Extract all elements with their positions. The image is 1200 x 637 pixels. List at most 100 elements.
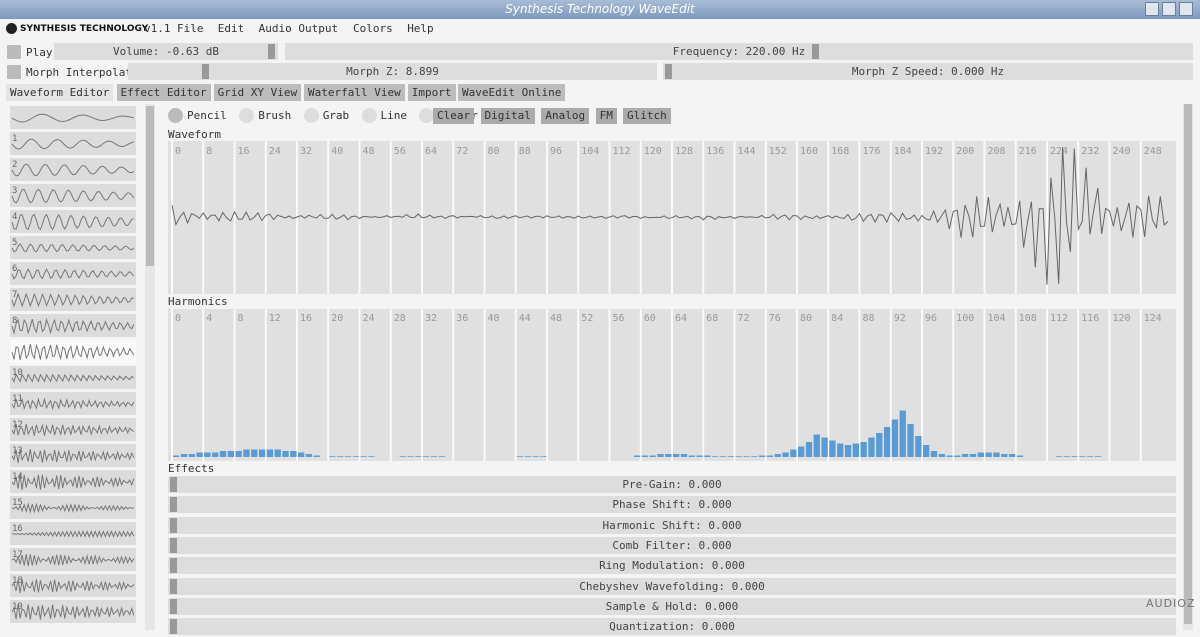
harmonic-bar[interactable] bbox=[868, 437, 875, 458]
harmonic-bar[interactable] bbox=[852, 443, 859, 458]
scrollbar-thumb[interactable] bbox=[1184, 104, 1192, 624]
harmonic-bar[interactable] bbox=[1087, 456, 1094, 457]
harmonic-bar[interactable] bbox=[235, 451, 242, 457]
wave-thumb[interactable] bbox=[10, 470, 136, 493]
harmonic-bar[interactable] bbox=[352, 456, 359, 457]
harmonic-bar[interactable] bbox=[758, 455, 766, 458]
harmonic-bar[interactable] bbox=[423, 456, 430, 457]
harmonic-bar[interactable] bbox=[173, 455, 180, 458]
harmonic-bar[interactable] bbox=[329, 456, 336, 457]
menu-item[interactable]: Colors bbox=[353, 22, 393, 35]
harmonics-editor[interactable]: 0 4 8 12 16 20 24 28 32 36 40 44 48 52 56 60 64 68 72 76 80 8… bbox=[168, 309, 1176, 461]
frequency-slider[interactable]: Frequency: 220.00 Hz bbox=[285, 43, 1193, 60]
effect-slider[interactable]: Sample & Hold: 0.000 bbox=[168, 597, 1176, 615]
harmonic-bar[interactable] bbox=[790, 449, 797, 458]
harmonic-bar[interactable] bbox=[930, 451, 938, 457]
harmonic-bar[interactable] bbox=[251, 449, 258, 458]
harmonic-bar[interactable] bbox=[360, 456, 367, 457]
tab[interactable]: Effect Editor bbox=[116, 84, 211, 101]
maximize[interactable] bbox=[1162, 2, 1176, 16]
harmonic-bar[interactable] bbox=[219, 451, 227, 457]
harmonic-bar[interactable] bbox=[719, 456, 727, 457]
harmonic-bar[interactable] bbox=[673, 454, 680, 457]
harmonic-bar[interactable] bbox=[204, 452, 211, 458]
tab[interactable]: Import bbox=[407, 84, 456, 101]
menu-item[interactable]: Audio Output bbox=[258, 22, 339, 35]
tool-radio[interactable] bbox=[168, 108, 183, 123]
effect-slider[interactable]: Quantization: 0.000 bbox=[168, 618, 1176, 636]
harmonic-bar[interactable] bbox=[227, 451, 234, 457]
harmonic-bar[interactable] bbox=[1063, 456, 1070, 457]
wave-thumb[interactable] bbox=[10, 236, 136, 259]
action-button[interactable]: Digital bbox=[480, 108, 535, 124]
harmonic-bar[interactable] bbox=[407, 456, 414, 457]
harmonic-bar[interactable] bbox=[344, 456, 352, 457]
tab[interactable]: Waterfall View bbox=[304, 84, 405, 101]
wave-thumb[interactable] bbox=[10, 600, 136, 623]
harmonic-bar[interactable] bbox=[891, 419, 899, 458]
harmonic-bar[interactable] bbox=[798, 446, 805, 458]
tool-radio[interactable] bbox=[361, 108, 377, 123]
harmonic-bar[interactable] bbox=[1071, 456, 1078, 457]
harmonic-bar[interactable] bbox=[532, 456, 539, 457]
harmonic-bar[interactable] bbox=[766, 455, 774, 458]
wave-thumb[interactable] bbox=[10, 522, 136, 545]
harmonic-bar[interactable] bbox=[180, 454, 188, 457]
harmonic-bar[interactable] bbox=[844, 445, 852, 457]
harmonic-bar[interactable] bbox=[1016, 455, 1024, 458]
harmonic-bar[interactable] bbox=[430, 456, 438, 457]
harmonic-bar[interactable] bbox=[274, 449, 281, 458]
harmonic-bar[interactable] bbox=[337, 456, 344, 457]
harmonic-bar[interactable] bbox=[743, 456, 750, 457]
wave-thumb[interactable] bbox=[10, 158, 136, 181]
harmonic-bar[interactable] bbox=[1008, 454, 1016, 457]
effect-slider[interactable]: Ring Modulation: 0.000 bbox=[168, 557, 1176, 575]
harmonic-bar[interactable] bbox=[727, 456, 734, 457]
harmonic-bar[interactable] bbox=[680, 454, 688, 457]
harmonic-bar[interactable] bbox=[704, 455, 711, 458]
wave-thumb[interactable] bbox=[10, 314, 136, 337]
wave-thumb[interactable] bbox=[10, 340, 136, 363]
action-button[interactable]: Glitch bbox=[623, 108, 671, 124]
harmonic-bar[interactable] bbox=[665, 454, 672, 457]
harmonic-bar[interactable] bbox=[829, 440, 836, 458]
effect-slider[interactable]: Phase Shift: 0.000 bbox=[168, 496, 1176, 514]
action-button[interactable]: Clear bbox=[433, 108, 475, 124]
effect-slider[interactable]: Chebyshev Wavefolding: 0.000 bbox=[168, 577, 1176, 595]
harmonic-bar[interactable] bbox=[915, 436, 922, 457]
tab[interactable]: WaveEdit Online bbox=[458, 84, 566, 101]
action-button[interactable]: FM bbox=[595, 108, 617, 124]
harmonic-bar[interactable] bbox=[954, 455, 961, 458]
harmonic-bar[interactable] bbox=[860, 442, 867, 457]
harmonic-bar[interactable] bbox=[1001, 454, 1008, 457]
harmonic-bar[interactable] bbox=[821, 437, 828, 458]
harmonic-bar[interactable] bbox=[313, 455, 320, 458]
wave-thumb[interactable] bbox=[10, 392, 136, 415]
tool-radio[interactable] bbox=[239, 108, 255, 123]
harmonic-bar[interactable] bbox=[305, 454, 313, 457]
volume-slider[interactable]: Volume: -0.63 dB bbox=[54, 43, 278, 60]
harmonic-bar[interactable] bbox=[993, 452, 1000, 458]
harmonic-bar[interactable] bbox=[907, 424, 914, 457]
harmonic-bar[interactable] bbox=[243, 449, 250, 458]
harmonic-bar[interactable] bbox=[633, 455, 641, 458]
harmonic-bar[interactable] bbox=[712, 456, 719, 457]
minimize[interactable] bbox=[1145, 2, 1159, 16]
effect-slider[interactable]: Pre-Gain: 0.000 bbox=[168, 476, 1176, 493]
harmonic-bar[interactable] bbox=[290, 451, 297, 457]
harmonic-bar[interactable] bbox=[883, 427, 891, 457]
harmonic-bar[interactable] bbox=[196, 452, 203, 458]
close[interactable] bbox=[1179, 2, 1193, 16]
wave-thumb[interactable] bbox=[10, 288, 136, 311]
harmonic-bar[interactable] bbox=[696, 455, 703, 458]
harmonic-bar[interactable] bbox=[258, 449, 266, 458]
waveform-editor[interactable]: 0 8 16 24 32 40 48 56 64 72 80 88 96 104 112 120 128 136 1… bbox=[168, 141, 1176, 294]
tool-radio[interactable] bbox=[303, 108, 319, 123]
effect-slider[interactable]: Harmonic Shift: 0.000 bbox=[168, 516, 1176, 534]
harmonic-bar[interactable] bbox=[1079, 456, 1086, 457]
morph-interpolate-checkbox[interactable] bbox=[7, 65, 21, 79]
harmonic-bar[interactable] bbox=[1094, 456, 1102, 457]
wave-thumb[interactable] bbox=[10, 574, 136, 597]
wave-thumb[interactable] bbox=[10, 496, 136, 519]
harmonic-bar[interactable] bbox=[813, 434, 820, 458]
